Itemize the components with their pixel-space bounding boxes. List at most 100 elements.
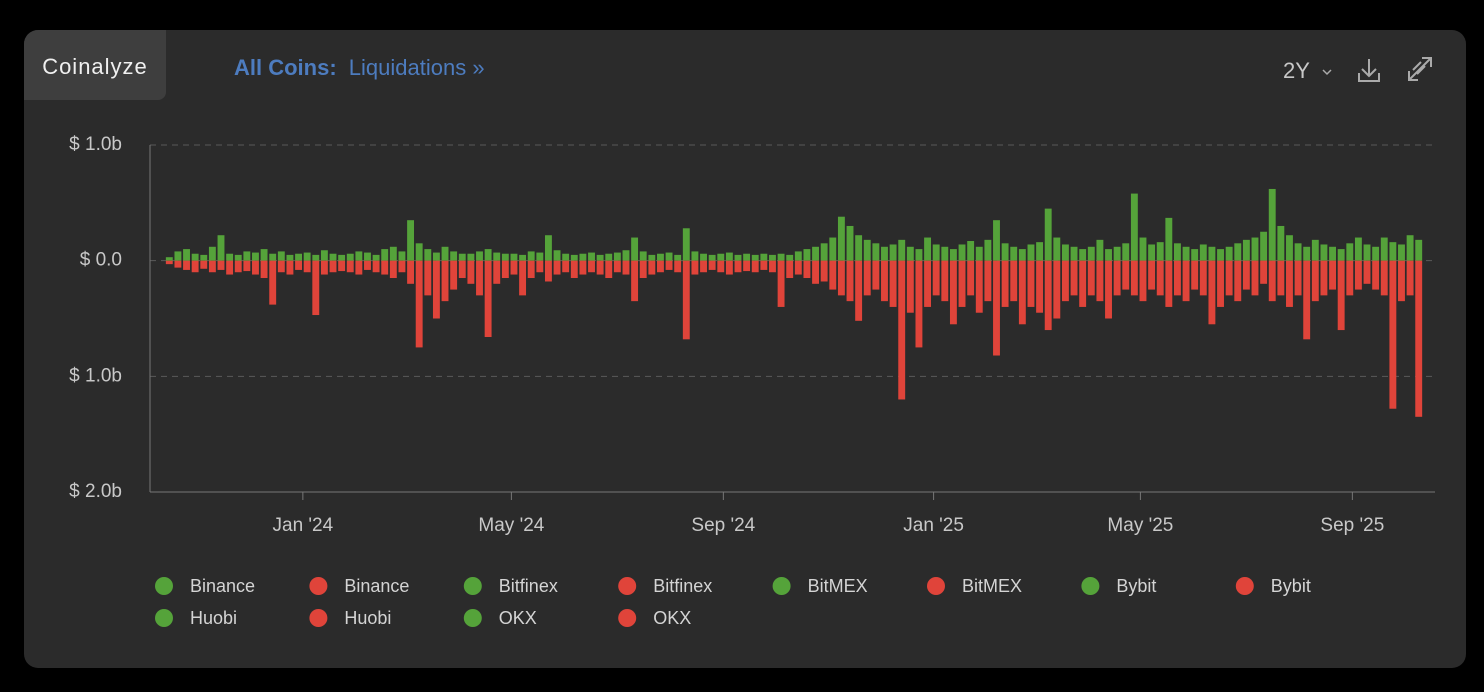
bar xyxy=(312,254,320,261)
bar xyxy=(441,246,449,261)
bar xyxy=(769,260,776,273)
bar xyxy=(691,251,699,261)
bar xyxy=(183,249,190,261)
bar xyxy=(648,254,656,261)
bar xyxy=(441,260,449,302)
bar xyxy=(863,239,871,261)
bar xyxy=(1225,260,1233,296)
bar xyxy=(657,260,664,273)
bar xyxy=(303,260,311,273)
legend-swatch xyxy=(772,577,791,595)
bar xyxy=(217,235,225,261)
bar xyxy=(967,260,975,296)
bar xyxy=(579,253,587,261)
bar xyxy=(364,260,371,270)
bar xyxy=(286,260,294,275)
page-title[interactable]: All Coins: Liquidations » xyxy=(234,55,485,80)
bar xyxy=(820,260,828,282)
bar xyxy=(338,254,346,261)
bar xyxy=(1225,246,1233,261)
legend-swatch xyxy=(1081,577,1100,595)
bar xyxy=(338,260,346,272)
bar xyxy=(1096,239,1104,261)
bar xyxy=(1380,237,1388,261)
bar xyxy=(191,260,199,273)
legend-label: OKX xyxy=(653,608,691,628)
bar xyxy=(415,243,423,261)
bar xyxy=(1415,260,1423,417)
expand-icon[interactable] xyxy=(1408,57,1432,81)
bar xyxy=(1329,246,1336,261)
bar xyxy=(829,237,837,261)
bar xyxy=(631,260,639,302)
bar xyxy=(769,254,776,261)
bar xyxy=(1044,208,1052,261)
bar xyxy=(1277,225,1285,261)
bar xyxy=(200,260,208,269)
bar xyxy=(1372,246,1380,261)
bar xyxy=(1044,260,1052,331)
bar xyxy=(424,249,432,261)
bar xyxy=(725,260,733,275)
bar xyxy=(372,260,380,273)
bar xyxy=(493,260,501,284)
legend-swatch xyxy=(309,577,328,595)
bar xyxy=(1061,260,1069,302)
bar xyxy=(1389,242,1397,261)
bar xyxy=(588,252,595,261)
brand-badge[interactable] xyxy=(24,30,166,100)
bar xyxy=(295,260,302,270)
range-selector[interactable]: 2Y xyxy=(1283,58,1310,83)
x-tick-label: Jan '24 xyxy=(273,515,334,536)
bar xyxy=(872,243,880,261)
bar xyxy=(932,260,940,296)
bar xyxy=(717,260,725,273)
legend-label: Binance xyxy=(190,576,255,596)
bar xyxy=(786,254,794,261)
bar xyxy=(958,244,966,261)
bar xyxy=(1165,217,1173,261)
bar xyxy=(1337,249,1345,261)
bar xyxy=(243,251,251,261)
bar xyxy=(484,249,492,261)
bar xyxy=(527,251,535,261)
bar xyxy=(889,244,897,261)
bar xyxy=(1277,260,1285,296)
bar xyxy=(1105,249,1112,261)
legend-swatch xyxy=(618,609,637,627)
bar xyxy=(1234,243,1242,261)
bar xyxy=(1174,260,1181,296)
bar xyxy=(544,235,552,261)
bar xyxy=(1191,260,1199,290)
bar xyxy=(949,260,957,325)
legend-swatch xyxy=(618,577,637,595)
bar xyxy=(553,250,561,261)
bar xyxy=(975,260,983,313)
bar xyxy=(1354,237,1362,261)
bar xyxy=(906,246,914,261)
bar xyxy=(631,237,639,261)
bar xyxy=(1303,246,1311,261)
bar xyxy=(924,237,932,261)
bar xyxy=(777,253,785,261)
bar xyxy=(372,254,380,261)
download-icon[interactable] xyxy=(1358,59,1380,82)
bar xyxy=(622,250,630,261)
bar xyxy=(1010,260,1018,302)
bar xyxy=(355,251,363,261)
bar xyxy=(432,252,440,261)
bar xyxy=(1294,260,1302,296)
bar xyxy=(1070,260,1078,296)
bar xyxy=(751,260,759,273)
bar xyxy=(1415,239,1423,261)
x-tick-label: Sep '24 xyxy=(691,515,755,536)
bar xyxy=(700,253,707,261)
bar xyxy=(605,253,613,261)
bar xyxy=(570,260,578,279)
bar xyxy=(1363,260,1371,284)
y-tick-label: $ 1.0b xyxy=(69,134,122,155)
x-tick-label: Sep '25 xyxy=(1320,515,1384,536)
bar xyxy=(1311,239,1319,261)
bar xyxy=(1156,260,1164,296)
